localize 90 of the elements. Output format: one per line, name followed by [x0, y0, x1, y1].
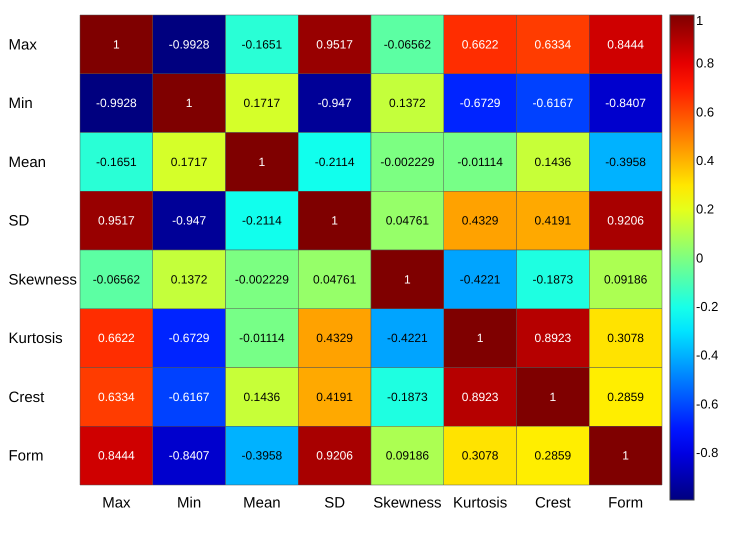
- data-label: -0.4221: [387, 331, 428, 346]
- data-label: 0.6622: [462, 37, 499, 52]
- color-bar-label: 1: [696, 13, 704, 28]
- data-label: -0.6167: [168, 390, 210, 404]
- data-label: 0.09186: [386, 448, 430, 463]
- data-label: -0.1651: [242, 37, 283, 52]
- color-bar-label: -0.6: [696, 396, 718, 412]
- data-label: 0.4191: [316, 390, 354, 404]
- data-label: 0.6622: [98, 331, 136, 346]
- data-label: 0.8923: [462, 390, 499, 404]
- y-tick-label: SD: [8, 212, 30, 230]
- data-label: 0.8444: [607, 37, 644, 52]
- data-label: -0.3958: [242, 448, 283, 463]
- y-tick-label: Form: [8, 448, 44, 465]
- data-label: 0.9517: [316, 37, 354, 52]
- data-label: 0.9206: [607, 214, 644, 228]
- data-label: -0.1651: [96, 154, 138, 169]
- x-tick-label: Mean: [243, 494, 281, 512]
- data-label: 0.4329: [316, 331, 354, 346]
- color-bar-label: 0.4: [696, 153, 714, 168]
- data-label: -0.002229: [234, 272, 290, 286]
- data-label: 0.04761: [386, 214, 430, 228]
- data-label: 0.1717: [244, 96, 281, 110]
- data-label: 0.1436: [244, 390, 281, 404]
- data-label: -0.6729: [168, 331, 210, 346]
- data-label: 0.1372: [389, 96, 426, 110]
- y-tick-label: Mean: [8, 154, 46, 171]
- data-label: 0.2859: [534, 448, 572, 463]
- data-label: 0.4191: [534, 214, 572, 228]
- data-label: 0.3078: [462, 448, 499, 463]
- data-label: -0.002229: [380, 154, 435, 169]
- data-label: 0.9206: [316, 448, 354, 463]
- data-label: -0.6167: [532, 96, 574, 110]
- data-label: 0.4329: [462, 214, 499, 228]
- data-label: 1: [186, 96, 193, 110]
- color-bar-label: -0.8: [696, 445, 718, 460]
- data-label: 1: [258, 154, 266, 169]
- x-tick-label: Skewness: [373, 494, 442, 512]
- x-tick-label: Max: [102, 494, 132, 512]
- data-label: 0.2859: [607, 390, 644, 404]
- data-label: 0.04761: [312, 272, 357, 286]
- data-label: -0.947: [318, 96, 352, 110]
- data-label: -0.01114: [457, 154, 504, 169]
- data-label: 1: [404, 272, 412, 286]
- data-label: -0.2114: [242, 214, 282, 228]
- y-tick-label: Kurtosis: [8, 330, 63, 348]
- data-label: -0.1873: [387, 390, 428, 404]
- data-label: 0.1436: [534, 154, 572, 169]
- data-label: 1: [113, 37, 120, 52]
- data-label: -0.947: [172, 214, 206, 228]
- x-tick-label: Crest: [534, 494, 572, 512]
- x-tick-label: Min: [177, 494, 202, 512]
- y-tick-label: Max: [8, 36, 38, 54]
- data-label: 0.8923: [534, 331, 572, 346]
- data-label: -0.2114: [314, 154, 355, 169]
- data-label: 0.6334: [534, 37, 572, 52]
- data-label: -0.06562: [384, 37, 432, 52]
- data-label: 0.3078: [607, 331, 644, 346]
- data-label: -0.01114: [239, 331, 285, 346]
- color-bar-label: -0.4: [696, 348, 718, 363]
- data-label: -0.06562: [92, 272, 140, 286]
- data-label: 1: [476, 331, 484, 346]
- y-tick-label: Skewness: [8, 271, 77, 288]
- y-tick-label: Crest: [8, 388, 46, 406]
- data-label: -0.1873: [532, 272, 574, 286]
- data-label: 0.09186: [604, 272, 648, 286]
- color-bar-label: 0.6: [696, 104, 714, 120]
- data-label: 1: [331, 214, 338, 228]
- data-label: 0.9517: [98, 214, 136, 228]
- data-label: -0.9928: [168, 37, 210, 52]
- color-bar-label: 0: [696, 250, 704, 266]
- color-bar-label: 0.2: [696, 202, 714, 217]
- x-tick-label: SD: [324, 494, 346, 512]
- data-label: 1: [622, 448, 630, 463]
- data-label: -0.3958: [605, 154, 646, 169]
- y-tick-label: Min: [8, 95, 33, 112]
- data-label: 0.1372: [170, 272, 208, 286]
- data-label: 0.6334: [98, 390, 136, 404]
- data-label: -0.9928: [96, 96, 138, 110]
- data-label: -0.8407: [168, 448, 210, 463]
- color-bar-label: 0.8: [696, 56, 714, 71]
- color-bar-label: -0.2: [696, 299, 718, 314]
- x-tick-label: Form: [608, 494, 644, 512]
- data-label: -0.8407: [605, 96, 646, 110]
- data-label: -0.6729: [460, 96, 501, 110]
- data-label: 0.8444: [98, 448, 136, 463]
- data-label: 1: [550, 390, 557, 404]
- data-label: -0.4221: [460, 272, 501, 286]
- data-label: 0.1717: [170, 154, 208, 169]
- x-tick-label: Kurtosis: [453, 494, 508, 512]
